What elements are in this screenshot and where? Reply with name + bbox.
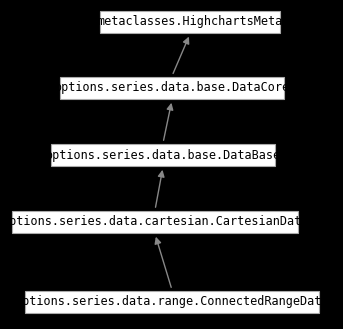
- Text: metaclasses.HighchartsMeta: metaclasses.HighchartsMeta: [97, 15, 283, 29]
- FancyBboxPatch shape: [12, 211, 298, 233]
- Text: options.series.data.cartesian.CartesianData: options.series.data.cartesian.CartesianD…: [2, 215, 308, 229]
- Text: options.series.data.base.DataCore: options.series.data.base.DataCore: [55, 82, 289, 94]
- FancyBboxPatch shape: [25, 291, 319, 313]
- FancyBboxPatch shape: [60, 77, 284, 99]
- FancyBboxPatch shape: [100, 11, 280, 33]
- FancyBboxPatch shape: [51, 144, 275, 166]
- Text: options.series.data.range.ConnectedRangeData: options.series.data.range.ConnectedRange…: [15, 295, 329, 309]
- Text: options.series.data.base.DataBase: options.series.data.base.DataBase: [45, 148, 281, 162]
